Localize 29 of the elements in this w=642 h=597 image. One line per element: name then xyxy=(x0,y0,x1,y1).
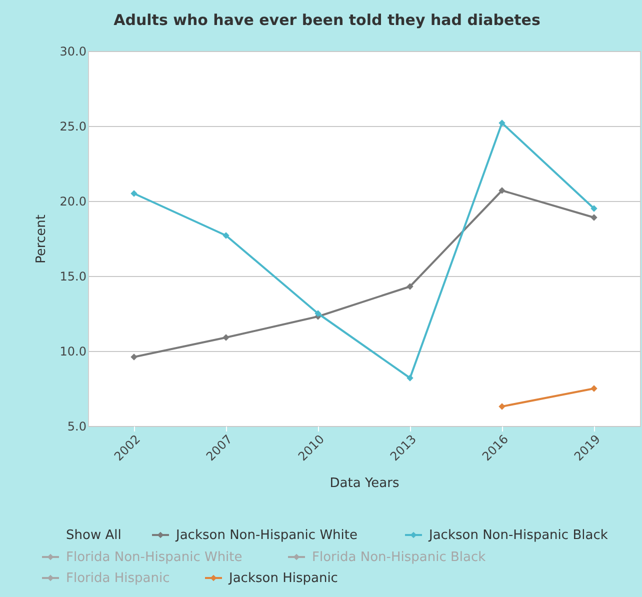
point xyxy=(498,120,506,126)
y-axis-title: Percent xyxy=(34,214,49,264)
point xyxy=(406,283,414,290)
y-tick-label: 10.0 xyxy=(60,344,86,358)
y-tick-label: 20.0 xyxy=(60,194,86,208)
point xyxy=(130,354,138,360)
legend-label: Jackson Hispanic xyxy=(228,571,338,586)
x-axis-title: Data Years xyxy=(330,476,400,491)
y-tick-label: 25.0 xyxy=(60,120,86,134)
point xyxy=(590,205,598,212)
point xyxy=(222,334,230,341)
point xyxy=(130,190,138,197)
chart-title: Adults who have ever been told they had diabetes xyxy=(114,11,540,29)
point xyxy=(222,232,230,239)
legend-label: Florida Hispanic xyxy=(66,571,170,586)
point xyxy=(498,187,506,194)
legend-label: Florida Non-Hispanic White xyxy=(66,550,242,565)
text: Show All xyxy=(66,528,122,543)
legend-label: Jackson Non-Hispanic Black xyxy=(428,528,608,543)
point xyxy=(590,214,598,221)
legend-label: Jackson Non-Hispanic White xyxy=(175,528,358,543)
y-tick-label: 15.0 xyxy=(60,270,86,284)
point xyxy=(498,403,506,410)
legend-label: Florida Non-Hispanic Black xyxy=(312,550,486,565)
y-tick-label: 30.0 xyxy=(60,44,86,58)
point xyxy=(406,374,414,382)
point xyxy=(314,310,322,317)
point xyxy=(590,385,598,392)
y-tick-label: 5.0 xyxy=(67,420,86,434)
